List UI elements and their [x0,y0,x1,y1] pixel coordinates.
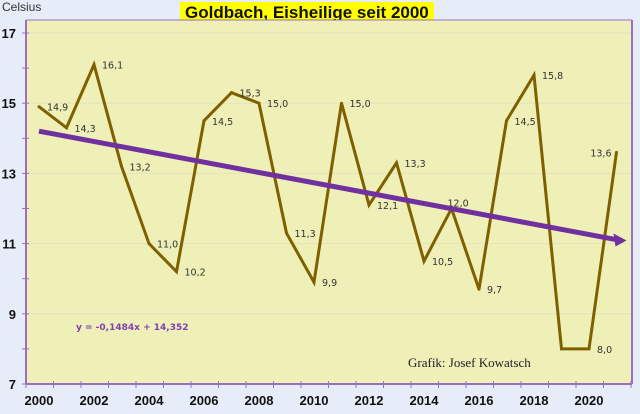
x-tick-label: 2014 [410,393,440,408]
data-label: 13,6 [590,148,611,159]
x-tick-label: 2006 [190,393,219,408]
data-label: 14,5 [212,117,233,128]
trendline-group [38,128,627,247]
chart-title: Goldbach, Eisheilige seit 2000 [180,2,434,24]
y-tick-label: 7 [9,377,16,392]
y-tick-label: 17 [2,26,16,41]
y-tick-label: 9 [9,307,16,322]
data-point [587,347,591,351]
data-point [532,73,536,77]
data-label: 15,0 [267,99,288,110]
data-point [202,119,206,123]
data-point [65,126,68,130]
data-point [37,105,41,109]
data-label: 16,1 [102,61,123,72]
data-point [560,347,563,351]
data-label: 12,0 [448,199,469,210]
data-label: 15,0 [350,99,371,110]
data-point [285,231,288,235]
data-label: 14,5 [515,117,536,128]
data-label: 9,7 [487,285,502,296]
data-point [505,119,508,123]
y-axis-label: Celsius [2,0,42,14]
data-point [92,63,96,67]
data-label: 11,3 [295,229,316,240]
data-point [175,270,178,274]
data-point [340,101,343,105]
data-point [312,280,316,284]
data-point [230,91,233,95]
y-tick-label: 11 [2,237,16,252]
x-tick-label: 2002 [80,393,109,408]
data-label: 11,0 [157,240,178,251]
data-label: 9,9 [322,278,337,289]
tick-labels: 7 9 11 13 15 17 2000 2002 2004 2006 2008 2010 2012 20… [2,26,604,408]
data-point [257,101,261,105]
trendline-equation: y = -0,1484x + 14,352 [76,323,188,333]
data-label: 8,0 [597,345,612,356]
series-line [38,60,618,351]
data-point [120,164,123,168]
y-tick-label: 13 [2,166,16,181]
x-tick-label: 2018 [520,393,549,408]
x-tick-label: 2010 [300,393,329,408]
x-tick-label: 2008 [245,393,274,408]
data-label: 14,3 [75,124,96,135]
trendline-arrowhead [613,233,627,247]
x-tick-label: 2000 [25,393,54,408]
data-label: 13,2 [130,162,151,173]
data-label: 10,2 [185,268,206,279]
x-tick-label: 2012 [355,393,384,408]
data-point [395,161,398,165]
data-labels: 14,9 14,3 16,1 13,2 11,0 10,2 14,5 15,3 15,0 11,3… [47,61,612,356]
credit-annotation: Grafik: Josef Kowatsch [408,355,531,370]
trendline [38,128,619,243]
x-tick-label: 2004 [135,393,165,408]
data-point [477,287,481,291]
y-tick-label: 15 [2,96,16,111]
axes [22,19,633,388]
x-tick-label: 2016 [465,393,494,408]
series-group [37,60,618,351]
data-label: 13,3 [405,159,426,170]
data-point [422,259,426,263]
data-label: 10,5 [432,257,453,268]
data-label: 15,8 [542,71,563,82]
data-label: 15,3 [240,89,261,100]
x-tick-label: 2020 [575,393,604,408]
data-point [615,150,618,154]
data-label: 12,1 [377,201,398,212]
data-point [147,242,151,246]
data-point [367,203,371,207]
data-label: 14,9 [47,103,68,114]
